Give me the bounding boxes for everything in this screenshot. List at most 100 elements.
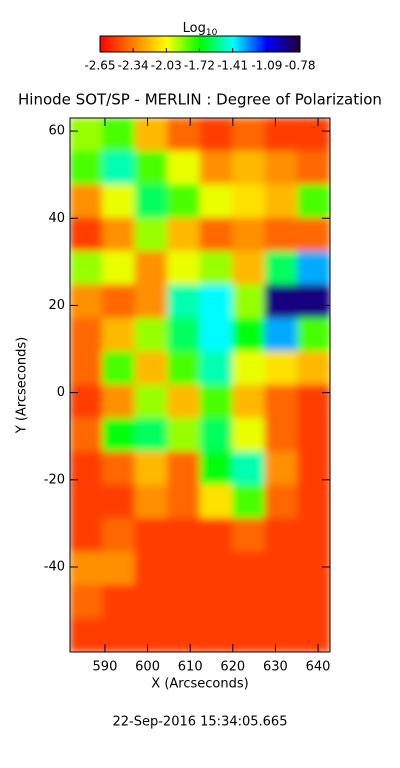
heatmap-cell <box>232 451 266 486</box>
heatmap-cell <box>199 118 233 152</box>
heatmap-cell <box>297 551 330 586</box>
heatmap-cell <box>102 317 136 353</box>
x-tick-label: 640 <box>306 660 331 675</box>
heatmap-cell <box>102 251 136 286</box>
heatmap-cell <box>232 184 266 219</box>
colorbar-tick-label: -2.34 <box>118 59 149 73</box>
heatmap-cell <box>102 417 136 453</box>
heatmap-cell <box>264 284 298 319</box>
heatmap-cell <box>167 584 201 620</box>
heatmap-cell <box>297 451 330 486</box>
heatmap-cell <box>102 184 136 219</box>
heatmap-cell <box>102 484 136 519</box>
heatmap-cell <box>199 451 233 486</box>
heatmap-cell <box>70 518 103 553</box>
heatmap-cell <box>232 618 266 652</box>
heatmap-cell <box>232 118 266 152</box>
heatmap-cell <box>70 251 103 286</box>
heatmap-cell <box>134 451 168 486</box>
heatmap-cell <box>102 118 136 152</box>
heatmap-cell <box>102 584 136 620</box>
heatmap-cell <box>167 417 201 453</box>
heatmap-cell <box>264 384 298 419</box>
heatmap-cell <box>134 317 168 353</box>
heatmap-cell <box>199 150 233 186</box>
y-tick-label: -40 <box>44 559 65 574</box>
heatmap-cell <box>134 551 168 586</box>
heatmap-cell <box>102 384 136 419</box>
heatmap-cell <box>199 317 233 353</box>
heatmap-cell <box>102 551 136 586</box>
y-axis-label: Y (Arcseconds) <box>15 337 30 434</box>
x-tick-label: 620 <box>220 660 245 675</box>
heatmap-cell <box>70 118 103 152</box>
heatmap-cell <box>264 150 298 186</box>
heatmap-cell <box>102 351 136 386</box>
heatmap-cell <box>232 317 266 353</box>
heatmap-cell <box>264 217 298 252</box>
heatmap-cell <box>70 317 103 353</box>
y-tick-label: 20 <box>48 298 65 313</box>
heatmap-cell <box>232 484 266 519</box>
heatmap-cell <box>134 150 168 186</box>
heatmap-cell <box>134 584 168 620</box>
heatmap-cell <box>232 551 266 586</box>
heatmap-cell <box>232 417 266 453</box>
heatmap-cell <box>102 284 136 319</box>
heatmap-cell <box>167 518 201 553</box>
chart-title: Hinode SOT/SP - MERLIN : Degree of Polar… <box>18 91 382 109</box>
heatmap-cell <box>134 417 168 453</box>
heatmap-cell <box>297 251 330 286</box>
heatmap-cell <box>70 451 103 486</box>
heatmap-cell <box>167 551 201 586</box>
colorbar-tick-label: -1.72 <box>184 59 215 73</box>
heatmap-cell <box>167 118 201 152</box>
heatmap-cell <box>264 251 298 286</box>
heatmap-cell <box>199 217 233 252</box>
footer-date: 22-Sep-2016 15:34:05.665 <box>113 715 288 730</box>
heatmap-cell <box>70 618 103 652</box>
heatmap-cell <box>297 118 330 152</box>
heatmap-cell <box>134 351 168 386</box>
plot-frame <box>69 117 331 653</box>
y-tick-label: 40 <box>48 211 65 226</box>
heatmap-cell <box>232 518 266 553</box>
heatmap-cell <box>232 284 266 319</box>
heatmap-cell <box>70 384 103 419</box>
heatmap-cell <box>167 451 201 486</box>
heatmap-cell <box>297 417 330 453</box>
colorbar-tick-label: -0.78 <box>284 59 315 73</box>
heatmap-cell <box>134 284 168 319</box>
colorbar-tick-label: -2.65 <box>84 59 115 73</box>
heatmap-cell <box>199 384 233 419</box>
heatmap-cell <box>167 351 201 386</box>
heatmap-cell <box>264 484 298 519</box>
heatmap-cell <box>264 317 298 353</box>
colorbar-title: Log10 <box>183 21 218 38</box>
heatmap-cell <box>70 150 103 186</box>
heatmap-cell <box>297 584 330 620</box>
heatmap-cell <box>134 184 168 219</box>
heatmap-cell <box>297 184 330 219</box>
heatmap-cell <box>297 384 330 419</box>
heatmap-cell <box>167 217 201 252</box>
heatmap-cell <box>70 217 103 252</box>
heatmap-cell <box>264 451 298 486</box>
heatmap-cell <box>297 284 330 319</box>
heatmap-cell <box>199 584 233 620</box>
heatmap-cell <box>167 484 201 519</box>
heatmap-cell <box>264 351 298 386</box>
heatmap-cell <box>232 150 266 186</box>
heatmap-cell <box>70 417 103 453</box>
heatmap-cell <box>134 384 168 419</box>
colorbar-tick-label: -2.03 <box>151 59 182 73</box>
y-tick-label: 0 <box>57 385 65 400</box>
x-tick-label: 590 <box>93 660 118 675</box>
heatmap-cell <box>297 150 330 186</box>
heatmap-cell <box>264 551 298 586</box>
heatmap-cell <box>167 184 201 219</box>
heatmap-cell <box>134 217 168 252</box>
heatmap-cell <box>134 118 168 152</box>
heatmap-cell <box>264 518 298 553</box>
heatmap-cell <box>232 217 266 252</box>
